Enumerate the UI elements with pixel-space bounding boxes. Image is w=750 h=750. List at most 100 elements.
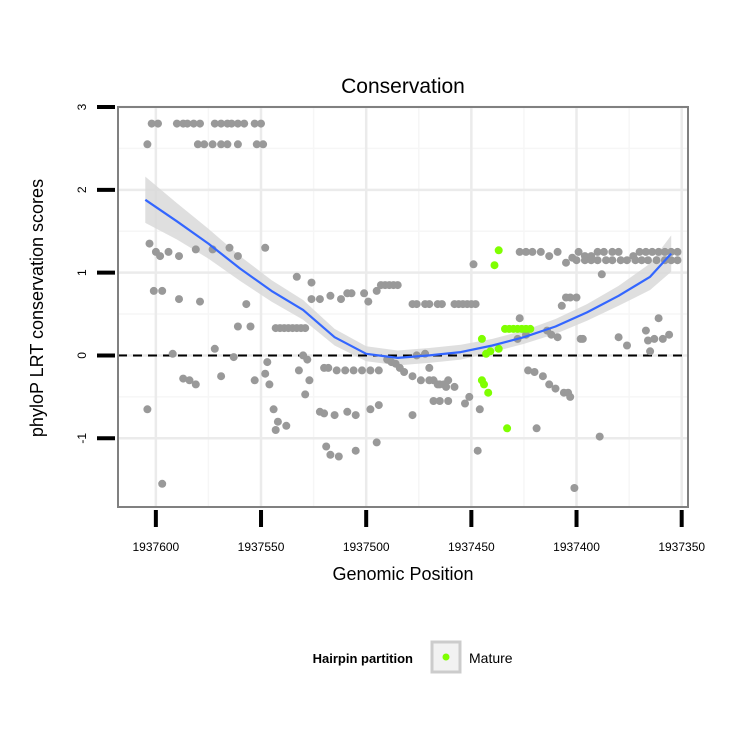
legend-title: Hairpin partition — [313, 651, 413, 666]
data-point — [271, 426, 280, 434]
x-tick-label: 1937400 — [553, 540, 600, 554]
data-point — [652, 256, 661, 265]
data-point — [465, 392, 474, 401]
data-point — [240, 119, 249, 128]
data-point — [257, 119, 265, 128]
data-point — [646, 347, 655, 356]
plot-panel — [117, 105, 689, 508]
data-point — [208, 140, 217, 149]
data-point — [292, 272, 301, 281]
data-point — [263, 358, 272, 367]
data-point — [261, 369, 270, 378]
data-point — [265, 380, 274, 389]
data-point — [320, 409, 329, 418]
y-tick-label: 0 — [75, 352, 89, 359]
data-point — [641, 326, 650, 335]
data-point — [450, 382, 459, 391]
data-point — [305, 376, 314, 385]
data-point — [522, 247, 530, 256]
data-point — [614, 333, 623, 342]
data-point — [179, 374, 188, 383]
data-point — [461, 399, 469, 408]
data-point — [372, 286, 381, 295]
data-point — [408, 372, 417, 381]
data-point — [196, 119, 204, 128]
data-point — [217, 119, 226, 128]
data-point — [614, 247, 623, 256]
data-point — [374, 366, 383, 375]
data-point-mature — [494, 246, 503, 255]
data-point — [347, 289, 356, 298]
data-point — [412, 300, 421, 309]
y-tick-label: 1 — [75, 269, 89, 276]
data-point — [623, 256, 631, 265]
data-point — [156, 252, 165, 261]
data-point — [145, 239, 154, 248]
data-point — [225, 243, 234, 252]
data-point — [469, 260, 478, 269]
data-point — [282, 421, 291, 430]
data-point — [364, 297, 373, 306]
x-tick-label: 1937450 — [448, 540, 495, 554]
legend: Hairpin partition Mature — [313, 640, 513, 674]
data-point — [667, 256, 676, 265]
data-point — [294, 366, 303, 375]
data-point — [660, 247, 669, 256]
data-point — [269, 405, 278, 414]
data-point-mature — [503, 424, 512, 433]
data-point — [429, 397, 438, 405]
data-point — [343, 407, 352, 416]
data-point — [183, 119, 192, 128]
data-point — [654, 314, 663, 323]
data-point — [444, 397, 453, 405]
data-point — [246, 322, 255, 331]
data-point — [326, 291, 335, 300]
data-point — [665, 330, 674, 339]
data-point — [644, 256, 652, 265]
y-tick-label: 2 — [75, 186, 89, 193]
data-point — [351, 446, 360, 455]
data-point — [551, 384, 560, 393]
x-tick-label: 1937600 — [133, 540, 180, 554]
data-point — [530, 368, 539, 376]
chart-title: Conservation — [341, 75, 465, 98]
data-point — [158, 286, 167, 295]
data-point — [545, 380, 554, 389]
data-point — [429, 376, 438, 385]
data-point — [233, 252, 242, 261]
legend-key-mature — [442, 653, 450, 661]
data-point — [301, 324, 310, 333]
data-point-mature — [490, 261, 499, 270]
data-point — [673, 247, 682, 256]
y-tick-label: 3 — [75, 103, 89, 110]
data-point — [326, 450, 335, 459]
data-point — [566, 293, 575, 302]
data-point — [217, 140, 226, 149]
data-point — [315, 295, 324, 304]
data-point — [597, 270, 606, 279]
data-point — [557, 301, 566, 310]
data-point — [158, 479, 167, 488]
data-point — [644, 336, 652, 345]
data-point — [147, 119, 156, 128]
data-point — [303, 355, 312, 364]
data-point — [332, 366, 341, 375]
data-point — [233, 119, 242, 128]
x-tick-label: 1937550 — [238, 540, 285, 554]
data-point — [360, 289, 369, 298]
data-point — [637, 256, 646, 265]
data-point — [324, 363, 333, 372]
data-point — [623, 341, 631, 350]
confidence-band — [145, 176, 672, 366]
data-point — [196, 297, 204, 306]
data-point — [250, 119, 259, 128]
points-mature — [477, 246, 535, 433]
data-point — [149, 286, 158, 295]
data-point — [435, 397, 444, 405]
data-point — [650, 334, 659, 343]
data-point — [250, 376, 259, 385]
data-point — [273, 417, 282, 426]
data-point — [252, 140, 261, 149]
data-point — [593, 256, 602, 265]
data-point — [400, 368, 409, 376]
